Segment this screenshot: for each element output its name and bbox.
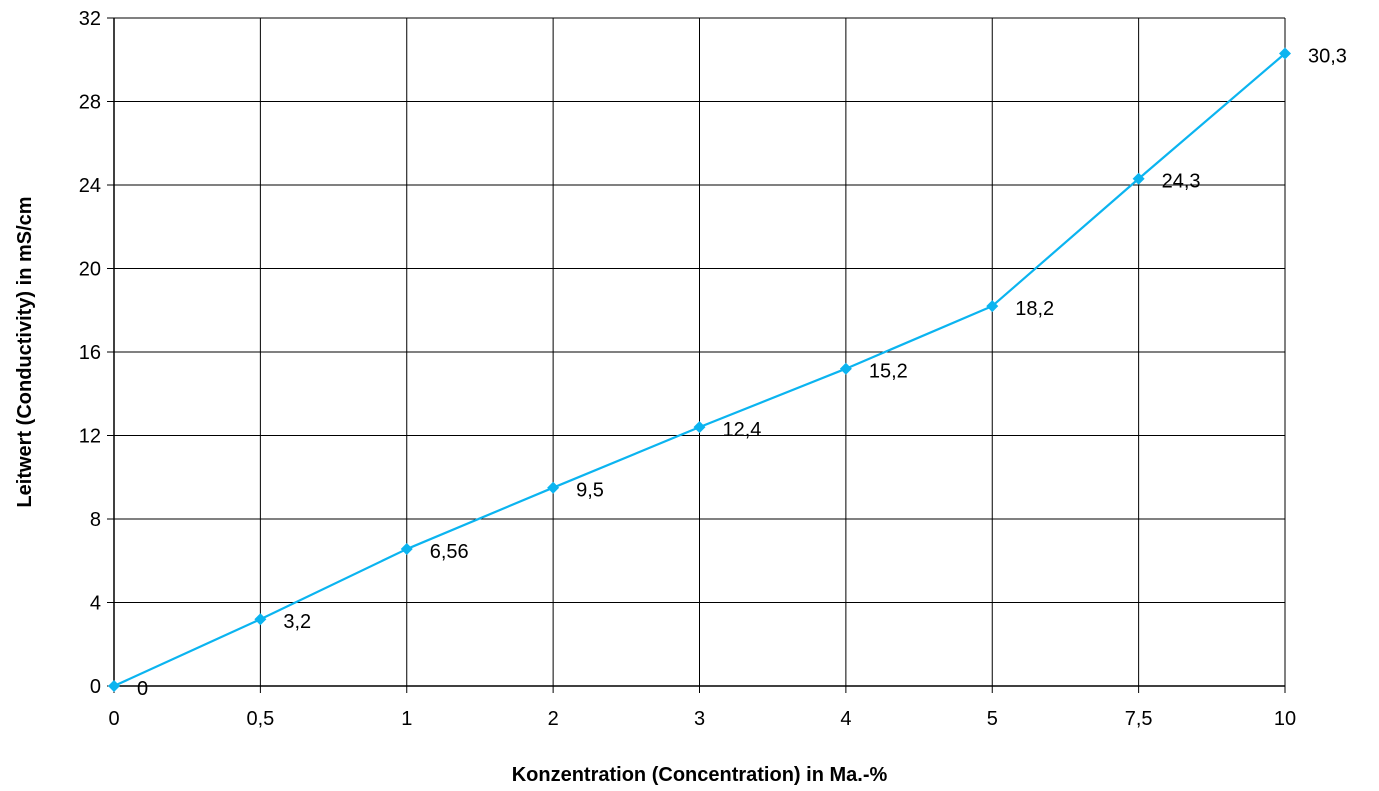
y-tick-label: 16 [79,342,101,364]
data-label: 30,3 [1308,45,1347,67]
x-tick-label: 1 [401,708,412,730]
data-point-marker [1279,47,1291,60]
y-tick-label: 32 [79,8,101,30]
data-label: 12,4 [723,419,762,441]
data-label: 15,2 [869,361,908,383]
y-tick-label: 24 [79,175,101,197]
data-point-marker [693,421,706,434]
y-tick-label: 8 [90,509,101,531]
x-tick-label: 7,5 [1125,708,1153,730]
y-tick-label: 12 [79,426,101,448]
data-label: 18,2 [1015,298,1054,320]
data-point-marker [108,680,120,692]
x-tick-label: 4 [840,708,851,730]
x-tick-label: 3 [694,708,705,730]
x-tick-labels: 0 0,5 1 2 3 4 5 7,5 10 [108,708,1296,730]
data-point-marker [254,613,267,626]
x-tick-label: 5 [987,708,998,730]
data-label: 24,3 [1162,171,1201,193]
x-axis-title: Konzentration (Concentration) in Ma.-% [512,764,888,786]
data-labels: 0 3,2 6,56 9,5 12,4 15,2 18,2 24,3 30,3 [137,45,1347,700]
y-tick-labels: 0 4 8 12 16 20 24 28 32 [79,8,101,698]
data-point-marker [547,481,560,494]
data-label: 6,56 [430,541,469,563]
x-tick-label: 0,5 [246,708,274,730]
grid-lines [113,17,1286,687]
data-label: 9,5 [576,480,604,502]
y-tick-label: 0 [90,676,101,698]
data-point-marker [400,543,413,556]
axes [107,17,1286,693]
y-tick-label: 28 [79,92,101,114]
x-tick-label: 10 [1274,708,1296,730]
x-tick-label: 0 [108,708,119,730]
y-tick-label: 20 [79,259,101,281]
data-point-marker [986,300,999,313]
series-group [108,47,1291,692]
x-tick-label: 2 [548,708,559,730]
y-axis-title: Leitwert (Conductivity) in mS/cm [14,196,36,507]
data-point-marker [1132,172,1145,185]
y-tick-label: 4 [90,593,101,615]
data-label: 0 [137,678,148,700]
data-label: 3,2 [283,611,311,633]
data-point-marker [839,362,852,375]
